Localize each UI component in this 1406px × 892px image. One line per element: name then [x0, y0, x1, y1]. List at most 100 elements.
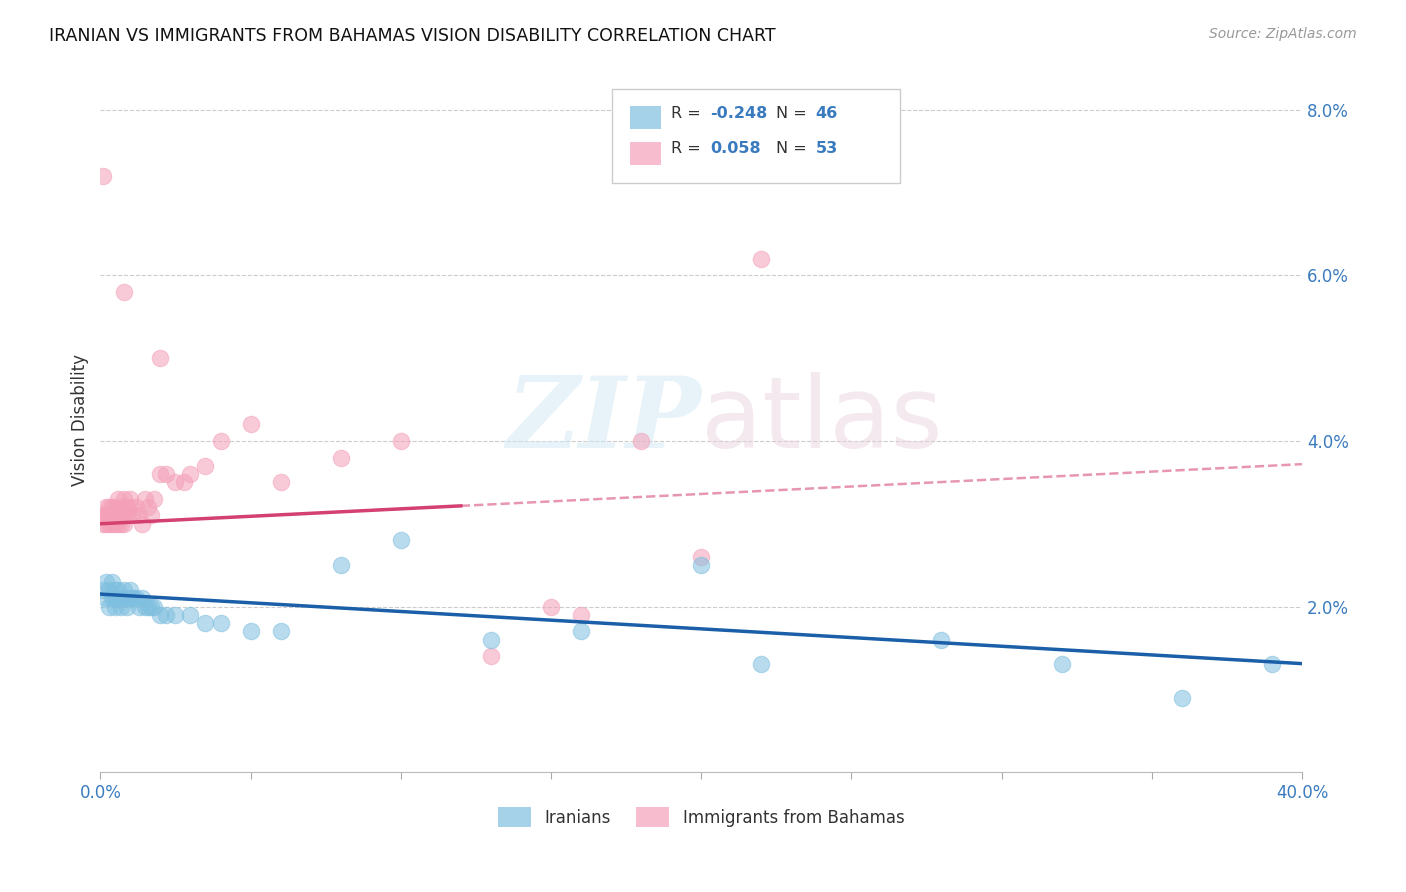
Text: ZIP: ZIP	[506, 372, 702, 468]
Point	[931, 632, 953, 647]
Point	[107, 508, 129, 523]
Text: atlas: atlas	[702, 372, 943, 469]
Point	[122, 591, 145, 606]
Point	[107, 516, 129, 531]
Point	[93, 508, 115, 523]
Point	[110, 516, 132, 531]
Point	[165, 475, 187, 490]
Point	[155, 607, 177, 622]
Point	[270, 475, 292, 490]
Point	[630, 434, 652, 448]
Point	[270, 624, 292, 639]
Point	[96, 508, 118, 523]
Point	[98, 500, 121, 515]
Point	[101, 574, 124, 589]
Point	[1261, 657, 1284, 672]
Point	[173, 475, 195, 490]
Point	[104, 516, 127, 531]
Point	[194, 458, 217, 473]
Point	[104, 591, 127, 606]
Point	[143, 491, 166, 506]
Point	[141, 508, 163, 523]
Point	[98, 516, 121, 531]
Point	[749, 252, 772, 266]
Text: IRANIAN VS IMMIGRANTS FROM BAHAMAS VISION DISABILITY CORRELATION CHART: IRANIAN VS IMMIGRANTS FROM BAHAMAS VISIO…	[49, 27, 776, 45]
Point	[239, 417, 262, 432]
Point	[479, 632, 502, 647]
Point	[98, 599, 121, 614]
Point	[120, 491, 142, 506]
Point	[138, 500, 160, 515]
Point	[110, 508, 132, 523]
Point	[540, 599, 562, 614]
Point	[749, 657, 772, 672]
Point	[96, 516, 118, 531]
Legend: Iranians, Immigrants from Bahamas: Iranians, Immigrants from Bahamas	[491, 800, 911, 834]
Point	[479, 649, 502, 664]
Point	[239, 624, 262, 639]
Point	[120, 591, 142, 606]
Point	[128, 508, 150, 523]
Point	[98, 508, 121, 523]
Text: 0.058: 0.058	[710, 142, 761, 156]
Point	[96, 591, 118, 606]
Point	[179, 467, 201, 481]
Point	[98, 508, 121, 523]
Point	[93, 169, 115, 183]
Point	[209, 616, 232, 631]
Point	[101, 591, 124, 606]
Text: R =: R =	[671, 106, 706, 120]
Point	[120, 500, 142, 515]
Point	[117, 500, 139, 515]
Point	[101, 516, 124, 531]
Point	[149, 351, 172, 366]
Point	[110, 500, 132, 515]
Text: Source: ZipAtlas.com: Source: ZipAtlas.com	[1209, 27, 1357, 41]
Point	[112, 508, 135, 523]
Point	[117, 508, 139, 523]
Point	[96, 574, 118, 589]
Point	[569, 607, 592, 622]
Point	[112, 582, 135, 597]
Point	[93, 516, 115, 531]
Point	[209, 434, 232, 448]
Point	[110, 599, 132, 614]
Point	[107, 582, 129, 597]
Point	[98, 582, 121, 597]
Point	[128, 599, 150, 614]
Point	[134, 599, 156, 614]
Point	[155, 467, 177, 481]
Point	[389, 434, 412, 448]
Point	[690, 558, 713, 573]
Point	[125, 500, 148, 515]
Text: R =: R =	[671, 142, 706, 156]
Point	[104, 500, 127, 515]
Point	[134, 491, 156, 506]
Point	[117, 591, 139, 606]
Point	[1171, 690, 1194, 705]
Text: 46: 46	[815, 106, 838, 120]
Point	[149, 607, 172, 622]
Point	[120, 582, 142, 597]
Point	[141, 599, 163, 614]
Point	[125, 591, 148, 606]
Point	[138, 599, 160, 614]
Point	[107, 591, 129, 606]
Text: 53: 53	[815, 142, 838, 156]
Point	[104, 582, 127, 597]
Text: N =: N =	[776, 106, 813, 120]
Point	[101, 500, 124, 515]
Point	[96, 500, 118, 515]
Point	[194, 616, 217, 631]
Point	[569, 624, 592, 639]
Point	[104, 599, 127, 614]
Point	[104, 508, 127, 523]
Point	[107, 491, 129, 506]
Point	[329, 558, 352, 573]
Point	[93, 582, 115, 597]
Point	[110, 591, 132, 606]
Point	[329, 450, 352, 465]
Point	[149, 467, 172, 481]
Text: N =: N =	[776, 142, 813, 156]
Point	[112, 516, 135, 531]
